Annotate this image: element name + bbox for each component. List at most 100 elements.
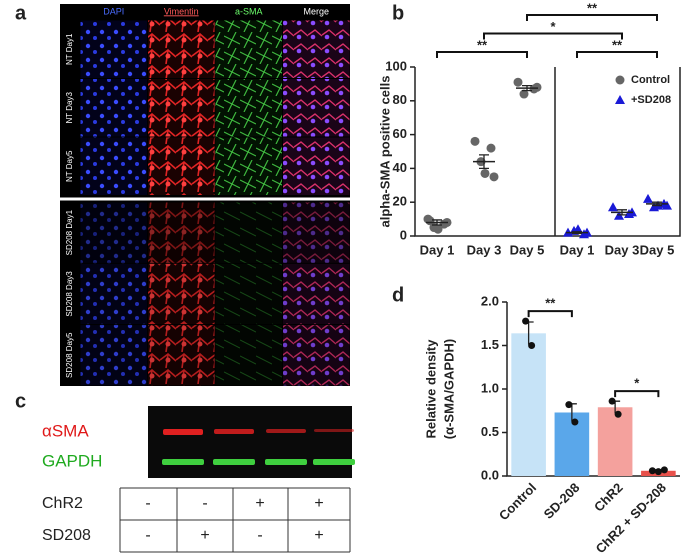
micrograph (283, 20, 350, 78)
micrograph (215, 137, 282, 195)
micrograph (148, 263, 215, 325)
micrograph (80, 325, 147, 386)
channel-label: DAPI (103, 6, 124, 16)
significance-label: * (634, 376, 640, 391)
row-label: NT Day3 (65, 91, 74, 123)
band (213, 459, 255, 465)
y-tick-label: 80 (393, 92, 407, 107)
data-point (480, 168, 490, 178)
band (163, 429, 203, 435)
micrograph (215, 20, 282, 78)
y-tick-label: 2.0 (481, 293, 499, 308)
significance-label: ** (612, 37, 623, 52)
data-point (489, 172, 499, 182)
axis (414, 67, 681, 237)
legend-label: Control (631, 74, 670, 86)
row-label: NT Day5 (65, 150, 74, 182)
row-label: SD208 (42, 527, 91, 544)
y-axis-label: alpha-SMA positive cells (377, 76, 392, 228)
significance-label: ** (587, 0, 598, 15)
error-bar (432, 219, 442, 226)
blot-image (148, 406, 352, 478)
micrograph (80, 20, 147, 78)
data-point (486, 143, 496, 153)
row-label: ChR2 (42, 495, 83, 512)
micrograph (148, 325, 215, 386)
y-axis-label: Relative density (423, 339, 438, 439)
micrograph (80, 202, 147, 263)
data-point (654, 468, 662, 476)
row-label: SD208 Day1 (65, 209, 74, 255)
micrograph (283, 79, 350, 137)
significance-label: * (550, 19, 556, 34)
table-cell: + (200, 527, 209, 544)
significance-bracket (436, 51, 528, 58)
band (266, 429, 306, 433)
channel-label: a-SMA (235, 6, 263, 16)
error-bar (522, 84, 532, 92)
micrograph (148, 137, 215, 195)
table-cell: - (202, 495, 207, 512)
significance-label: ** (477, 37, 488, 52)
micrograph (215, 79, 282, 137)
x-tick-label: Day 5 (510, 242, 545, 257)
significance-bracket (576, 51, 658, 58)
y-tick-label: 1.0 (481, 380, 499, 395)
band (313, 459, 355, 465)
x-tick-label: Day 1 (420, 242, 455, 257)
channel-label: Vimentin (164, 6, 199, 16)
y-tick-label: 0.0 (481, 467, 499, 482)
micrograph (283, 137, 350, 195)
band-label: GAPDH (42, 451, 102, 470)
legend-marker (615, 95, 625, 104)
micrograph (283, 202, 350, 263)
data-point (608, 397, 616, 405)
error-bar (617, 209, 627, 216)
micrograph (80, 137, 147, 195)
data-point (528, 342, 536, 349)
data-point (433, 224, 443, 234)
data-point (519, 89, 529, 99)
legend-marker (615, 75, 625, 85)
significance-bracket (614, 390, 660, 398)
band-label: αSMA (42, 421, 89, 440)
significance-bracket (526, 14, 658, 21)
y-tick-label: 0 (400, 227, 407, 242)
y-tick-label: 40 (393, 160, 407, 175)
y-axis-label: (α-SMA/GAPDH) (441, 339, 456, 439)
panel-label: a (15, 2, 27, 24)
data-point (565, 401, 573, 409)
band (314, 429, 354, 432)
row-label: NT Day1 (65, 33, 74, 65)
micrograph (215, 263, 282, 325)
data-point (532, 82, 542, 92)
micrograph (148, 79, 215, 137)
data-point (648, 467, 656, 475)
error-bar (652, 201, 662, 207)
data-point (513, 77, 523, 87)
x-tick-label: Day 3 (467, 242, 502, 257)
significance-bracket (483, 32, 623, 40)
micrograph (283, 325, 350, 386)
panel-label: d (392, 284, 404, 306)
y-tick-label: 60 (393, 126, 407, 141)
bar (511, 333, 546, 476)
data-point (614, 410, 622, 418)
row-label: SD208 Day3 (65, 271, 74, 317)
y-tick-label: 0.5 (481, 424, 499, 439)
data-point (522, 317, 530, 325)
table-cell: + (314, 495, 323, 512)
x-tick-label: Day 3 (605, 242, 640, 257)
data-point (571, 418, 579, 426)
data-point (573, 224, 583, 234)
band (162, 459, 204, 465)
panel-label: b (392, 2, 404, 24)
error-bar (572, 231, 582, 235)
x-tick-label: SD-208 (541, 480, 583, 522)
data-point (608, 202, 618, 212)
micrograph (80, 79, 147, 137)
table-cell: - (145, 527, 150, 544)
y-tick-label: 20 (393, 194, 407, 209)
